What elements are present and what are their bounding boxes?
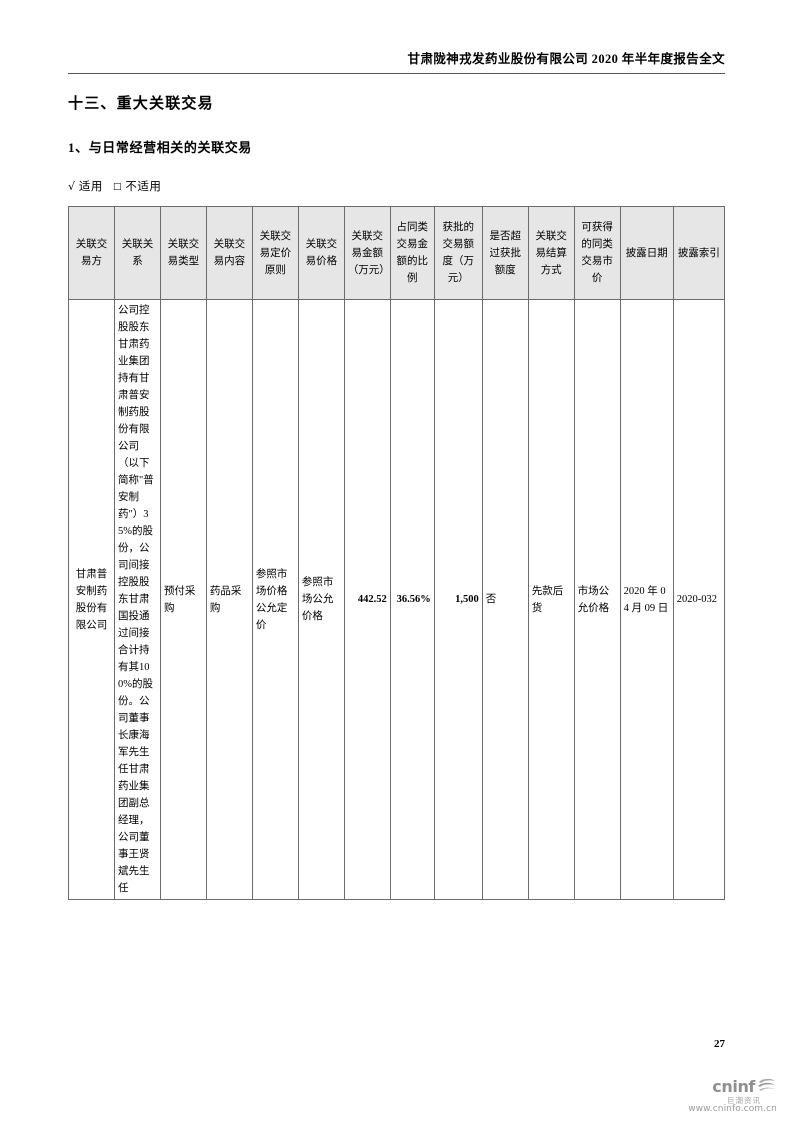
not-applicable-label: 不适用 xyxy=(125,181,162,193)
table-header-row: 关联交易方 关联关系 关联交易类型 关联交易内容 关联交易定价原则 关联交易价格… xyxy=(68,206,726,300)
column-header-price: 关联交易价格 xyxy=(297,206,345,300)
column-header-amount: 关联交易金额（万元） xyxy=(343,206,391,300)
page-title: 十三、重大关联交易 xyxy=(68,96,214,112)
cell-price: 参照市场公允价格 xyxy=(297,299,345,900)
cell-market-price: 市场公允价格 xyxy=(573,299,621,900)
page-number: 27 xyxy=(714,1038,725,1050)
column-header-settlement: 关联交易结算方式 xyxy=(527,206,575,300)
column-header-party: 关联交易方 xyxy=(68,206,115,300)
cell-content: 药品采购 xyxy=(205,299,253,900)
cell-disclosure-index: 2020-032 xyxy=(672,299,726,900)
cninfo-logo: cninf 巨潮资讯 www.cninfo.com.cn xyxy=(688,1078,777,1114)
document-content: 十三、重大关联交易 1、与日常经营相关的关联交易 √ 适用 □ 不适用 关联交易… xyxy=(68,92,726,900)
cell-pricing-principle: 参照市场价格公允定价 xyxy=(251,299,299,900)
column-header-pricing-principle: 关联交易定价原则 xyxy=(251,206,299,300)
applicable-checkbox-icon[interactable]: √ xyxy=(68,180,76,193)
table-row: 甘肃普安制药股份有限公司 公司控股股东甘肃药业集团持有甘肃普安制药股份有限公司（… xyxy=(68,299,726,900)
cell-relationship: 公司控股股东甘肃药业集团持有甘肃普安制药股份有限公司（以下简称"普安制药"）35… xyxy=(113,299,161,900)
cell-type: 预付采购 xyxy=(159,299,207,900)
column-header-disclosure-date: 披露日期 xyxy=(619,206,674,300)
column-header-proportion: 占同类交易金额的比例 xyxy=(389,206,435,300)
column-header-approved-quota: 获批的交易额度（万元） xyxy=(433,206,483,300)
cninfo-url: www.cninfo.com.cn xyxy=(688,1103,777,1114)
column-header-disclosure-index: 披露索引 xyxy=(672,206,726,300)
cell-exceeds-quota: 否 xyxy=(481,299,529,900)
column-header-exceeds-quota: 是否超过获批额度 xyxy=(481,206,529,300)
cell-approved-quota: 1,500 xyxy=(433,299,483,900)
cninfo-wordmark: cninf xyxy=(712,1077,755,1096)
cninfo-swirl-icon xyxy=(757,1078,777,1097)
cell-party: 甘肃普安制药股份有限公司 xyxy=(68,299,115,900)
column-header-relationship: 关联关系 xyxy=(113,206,161,300)
applicability-line: √ 适用 □ 不适用 xyxy=(68,178,725,194)
column-header-market-price: 可获得的同类交易市价 xyxy=(573,206,621,300)
cell-disclosure-date: 2020 年 04 月 09 日 xyxy=(619,299,674,900)
cell-settlement: 先款后货 xyxy=(527,299,575,900)
cell-amount: 442.52 xyxy=(343,299,391,900)
cell-proportion: 36.56% xyxy=(389,299,435,900)
column-header-content: 关联交易内容 xyxy=(205,206,253,300)
subsection-title: 1、与日常经营相关的关联交易 xyxy=(68,140,252,155)
related-party-transactions-table: 关联交易方 关联关系 关联交易类型 关联交易内容 关联交易定价原则 关联交易价格… xyxy=(68,206,726,900)
page-running-header: 甘肃陇神戎发药业股份有限公司 2020 年半年度报告全文 xyxy=(68,48,725,74)
cninfo-chinese-name: 巨潮资讯 xyxy=(727,1095,761,1105)
column-header-type: 关联交易类型 xyxy=(159,206,207,300)
not-applicable-checkbox-icon[interactable]: □ xyxy=(113,182,123,192)
applicable-label: 适用 xyxy=(78,181,103,193)
